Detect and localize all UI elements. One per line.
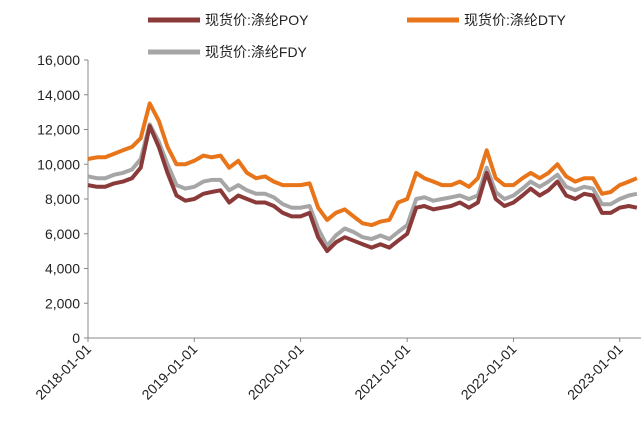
x-tick-label: 2022-01-01 [458, 341, 520, 403]
x-tick-label: 2018-01-01 [32, 341, 94, 403]
y-tick-label: 6,000 [45, 226, 80, 242]
y-tick-label: 10,000 [37, 156, 80, 172]
y-tick-label: 14,000 [37, 87, 80, 103]
y-tick-label: 2,000 [45, 295, 80, 311]
series-line [87, 122, 638, 248]
x-tick-label: 2019-01-01 [138, 341, 200, 403]
y-tick-label: 4,000 [45, 261, 80, 277]
series-line [87, 101, 638, 228]
legend-label: 现货价:涤纶POY [205, 12, 309, 28]
y-tick-label: 0 [72, 330, 80, 346]
y-tick-label: 16,000 [37, 52, 80, 68]
x-tick-label: 2020-01-01 [245, 341, 307, 403]
x-tick-label: 2021-01-01 [351, 341, 413, 403]
y-tick-label: 12,000 [37, 122, 80, 138]
y-tick-label: 8,000 [45, 191, 80, 207]
legend-label: 现货价:涤纶FDY [205, 44, 308, 60]
series-line [87, 124, 638, 254]
legend-label: 现货价:涤纶DTY [464, 12, 567, 28]
x-tick-label: 2023-01-01 [564, 341, 626, 403]
